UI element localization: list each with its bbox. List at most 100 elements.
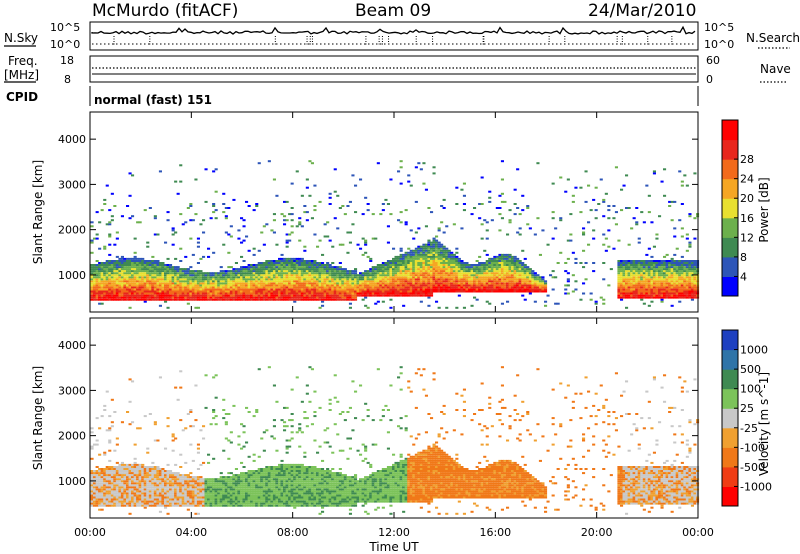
power-cell <box>381 276 385 279</box>
power-cell <box>584 278 588 281</box>
power-cell <box>333 217 337 220</box>
power-cell <box>430 241 434 244</box>
power-cell <box>348 296 352 299</box>
power-cell <box>432 243 436 246</box>
power-cell <box>313 288 317 291</box>
power-cell <box>430 245 434 248</box>
power-cell <box>166 219 170 222</box>
power-cell <box>103 292 107 295</box>
ytick-label: 2000 <box>58 224 86 237</box>
power-cell <box>356 276 360 279</box>
power-cell <box>511 260 515 262</box>
power-cell <box>336 270 340 273</box>
power-cell <box>300 276 304 279</box>
power-cell <box>447 268 451 271</box>
power-cell <box>493 290 497 293</box>
power-cell <box>338 278 342 281</box>
velocity-cell <box>120 478 124 481</box>
power-cell <box>658 292 662 295</box>
power-cell <box>430 249 434 252</box>
power-cell <box>224 215 228 218</box>
power-cell <box>229 280 233 283</box>
power-cell <box>133 278 137 281</box>
power-cell <box>379 264 383 266</box>
power-cell <box>541 280 545 283</box>
power-cell <box>181 280 185 283</box>
power-cell <box>432 284 436 287</box>
power-cell <box>272 294 276 297</box>
power-cell <box>229 225 233 228</box>
power-cell <box>305 294 309 297</box>
power-cell <box>506 262 510 264</box>
power-cell <box>310 294 314 297</box>
power-cell <box>161 296 165 299</box>
power-cell <box>212 274 216 277</box>
power-cell <box>521 268 525 271</box>
power-cell <box>622 280 626 283</box>
power-cell <box>318 278 322 281</box>
power-cell <box>115 296 119 299</box>
velocity-cell <box>120 474 124 477</box>
power-cell <box>181 298 185 301</box>
power-cell <box>402 282 406 285</box>
power-cell <box>473 280 477 283</box>
power-cell <box>462 282 466 285</box>
power-cell <box>280 260 284 262</box>
power-cell <box>295 170 299 173</box>
power-cell <box>308 266 312 269</box>
power-cell <box>376 274 380 277</box>
power-cell <box>680 262 684 264</box>
power-cell <box>204 278 208 281</box>
velocity-cell <box>110 421 114 424</box>
power-cell <box>196 270 200 273</box>
velocity-cell <box>143 500 147 503</box>
velocity-cell <box>118 480 122 483</box>
velocity-cell <box>126 470 130 472</box>
power-cell <box>680 270 684 273</box>
power-cell <box>336 268 340 271</box>
power-cell <box>267 278 271 281</box>
power-cell <box>645 264 649 266</box>
power-cell <box>381 272 385 275</box>
power-cell <box>419 288 423 291</box>
power-cell <box>207 288 211 291</box>
power-cell <box>480 223 484 226</box>
power-cell <box>257 290 261 293</box>
power-cell <box>359 294 363 297</box>
power-cell <box>354 268 358 271</box>
power-cell <box>536 280 540 283</box>
power-cell <box>108 209 112 212</box>
power-cell <box>95 268 99 271</box>
power-cell <box>148 280 152 283</box>
power-cell <box>310 262 314 264</box>
power-cell <box>95 264 99 266</box>
power-cell <box>495 207 499 209</box>
power-cell <box>98 278 102 281</box>
power-cell <box>635 221 639 224</box>
power-cell <box>427 270 431 273</box>
power-cell <box>513 284 517 287</box>
power-cell <box>316 296 320 299</box>
velocity-cell <box>120 486 124 489</box>
power-cell <box>128 284 132 287</box>
power-cell <box>158 264 162 266</box>
power-cell <box>673 292 677 295</box>
power-cell <box>161 274 165 277</box>
power-cell <box>625 260 629 262</box>
power-cell <box>460 284 464 287</box>
power-cell <box>308 262 312 264</box>
power-cell <box>417 268 421 271</box>
power-cell <box>288 262 292 264</box>
power-cell <box>430 286 434 289</box>
power-cell <box>298 274 302 277</box>
power-cell <box>295 294 299 297</box>
power-cell <box>366 290 370 293</box>
velocity-cell <box>123 468 127 470</box>
power-cell <box>688 278 692 281</box>
power-cell <box>272 284 276 287</box>
power-cell <box>305 268 309 271</box>
power-cell <box>283 274 287 277</box>
power-cell <box>376 286 380 289</box>
power-cell <box>440 278 444 281</box>
power-cell <box>214 217 218 220</box>
